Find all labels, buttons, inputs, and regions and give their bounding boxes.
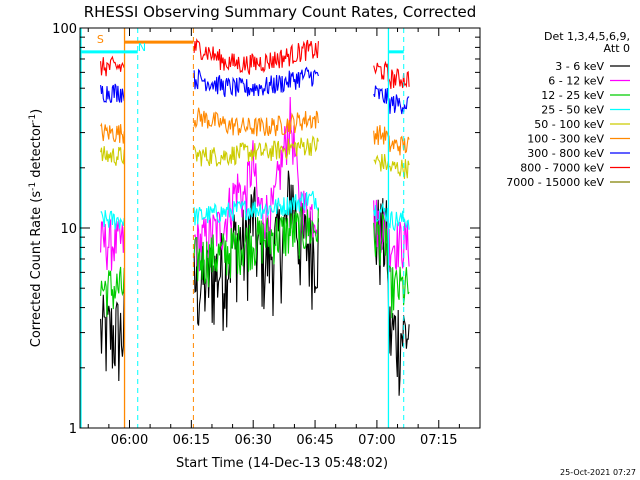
legend-label: 12 - 25 keV [541, 89, 604, 102]
saa-label: S [97, 33, 104, 46]
y-axis-label: Corrected Count Rate (s-1 detector-1) [28, 109, 44, 347]
legend-label: 100 - 300 keV [527, 133, 604, 146]
series-line-4 [100, 135, 410, 179]
legend-label: 50 - 100 keV [534, 118, 604, 131]
series-800-7000-kev [100, 38, 410, 89]
x-tick-label: 06:45 [296, 433, 333, 448]
y-axis-label-mid: detector [29, 122, 44, 182]
legend-header-line1: Det 1,3,4,5,6,9, [544, 30, 630, 43]
legend-label: 800 - 7000 keV [520, 162, 604, 175]
legend-label: 6 - 12 keV [548, 75, 604, 88]
y-tick-label: 1 [69, 422, 77, 437]
legend-label: 25 - 50 keV [541, 104, 604, 117]
legend: Det 1,3,4,5,6,9, Att 0 3 - 6 keV 6 - 12 k… [506, 30, 630, 189]
series-line-6 [100, 66, 410, 115]
legend-label: 7000 - 15000 keV [506, 176, 604, 189]
x-tick-label: 07:15 [420, 433, 457, 448]
legend-label: 3 - 6 keV [555, 60, 604, 73]
footer-timestamp: 25-Oct-2021 07:27 [560, 468, 636, 477]
series-layer [100, 38, 410, 396]
series-line-5 [100, 107, 410, 156]
x-tick-label: 06:30 [234, 433, 271, 448]
series-50-100-kev [100, 135, 410, 179]
legend-label: 300 - 800 keV [527, 147, 604, 160]
y-axis-label-sup1: -1 [28, 182, 38, 191]
x-tick-label: 06:15 [173, 433, 210, 448]
series-12-25-kev [100, 206, 410, 319]
series-line-3 [100, 190, 410, 232]
series-25-50-kev [100, 190, 410, 232]
night-label: N [138, 41, 146, 54]
series-300-800-kev [100, 66, 410, 115]
axis-layer: 06:00 06:15 06:30 06:45 07:00 07:15 1 10 100 [52, 22, 481, 448]
series-line-7 [100, 38, 410, 89]
series-100-300-kev [100, 107, 410, 156]
y-tick-label: 100 [52, 22, 77, 37]
x-tick-label: 06:00 [111, 433, 148, 448]
legend-header-line2: Att 0 [604, 42, 630, 55]
y-axis-label-main: Corrected Count Rate (s [29, 191, 44, 348]
chart-title: RHESSI Observing Summary Count Rates, Co… [84, 3, 477, 21]
x-tick-label: 07:00 [358, 433, 395, 448]
series-line-2 [100, 206, 410, 319]
y-axis-label-end: ) [29, 109, 44, 114]
y-axis-label-sup2: -1 [28, 114, 38, 123]
y-tick-label: 10 [60, 222, 77, 237]
x-axis-label: Start Time (14-Dec-13 05:48:02) [176, 456, 388, 471]
overlay-layer: SN [80, 28, 405, 428]
